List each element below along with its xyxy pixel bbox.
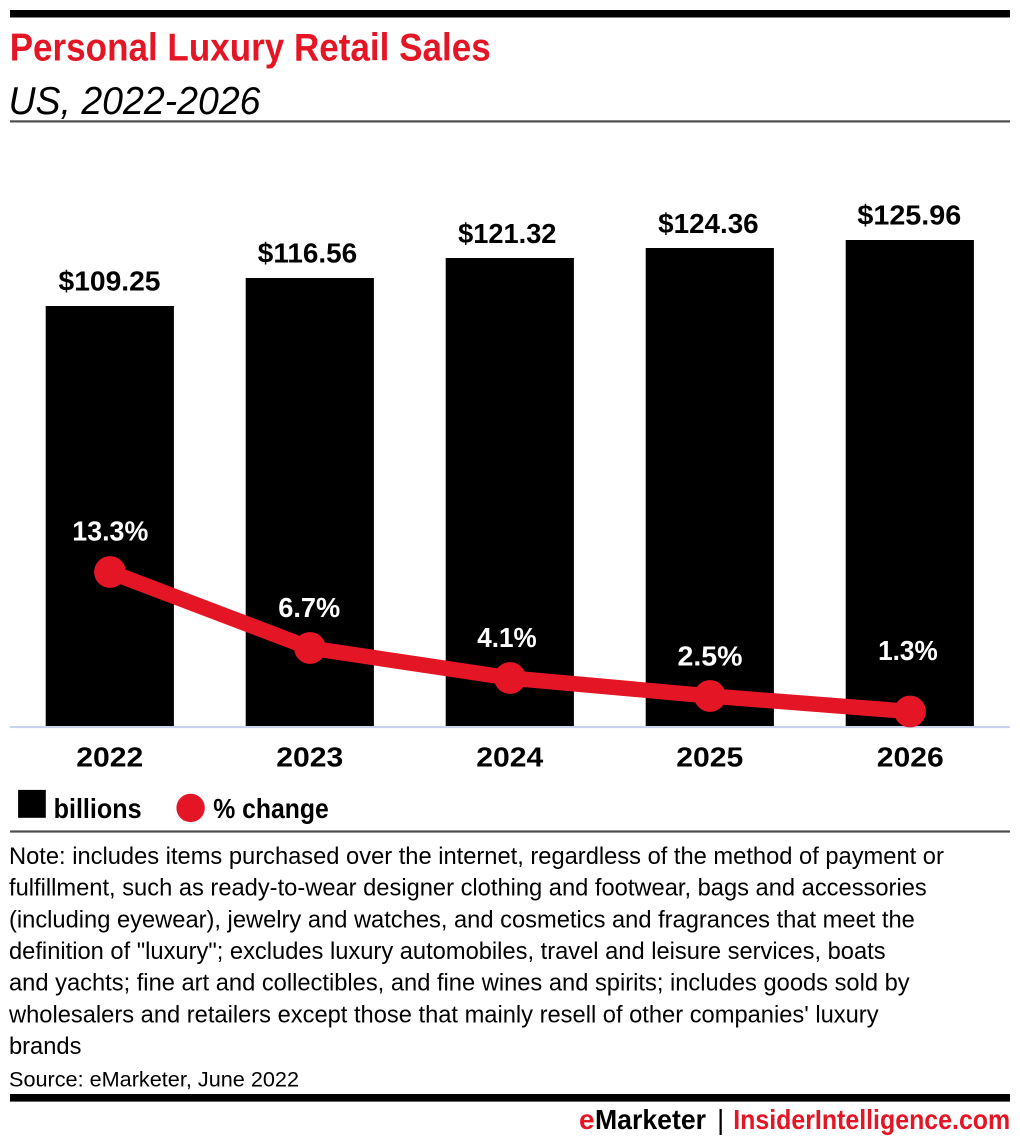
svg-text:InsiderIntelligence.com: InsiderIntelligence.com: [733, 1104, 1010, 1135]
svg-text:and yachts; fine art and colle: and yachts; fine art and collectibles, a…: [9, 971, 910, 997]
svg-text:1.3%: 1.3%: [878, 635, 938, 666]
svg-text:Personal Luxury Retail Sales: Personal Luxury Retail Sales: [10, 27, 491, 70]
svg-text:2025: 2025: [676, 741, 743, 772]
svg-text:2024: 2024: [476, 741, 543, 772]
svg-text:fulfillment, such as ready-to-: fulfillment, such as ready-to-wear desig…: [9, 876, 927, 902]
svg-text:(including eyewear), jewelry a: (including eyewear), jewelry and watches…: [9, 907, 915, 933]
svg-text:$109.25: $109.25: [59, 265, 161, 296]
svg-text:$116.56: $116.56: [258, 238, 357, 269]
svg-text:6.7%: 6.7%: [278, 592, 340, 623]
svg-text:US, 2022-2026: US, 2022-2026: [9, 80, 262, 123]
svg-text:$125.96: $125.96: [857, 200, 961, 231]
svg-text:definition of "luxury"; exclud: definition of "luxury"; excludes luxury …: [9, 939, 886, 965]
svg-text:2.5%: 2.5%: [678, 641, 743, 672]
svg-text:|: |: [717, 1104, 724, 1135]
svg-text:$124.36: $124.36: [658, 208, 759, 239]
svg-text:% change: % change: [213, 793, 328, 824]
svg-text:13.3%: 13.3%: [72, 515, 148, 546]
svg-text:Source: eMarketer, June 2022: Source: eMarketer, June 2022: [9, 1066, 299, 1091]
svg-text:$121.32: $121.32: [458, 218, 556, 249]
svg-text:2026: 2026: [877, 741, 944, 772]
svg-text:2023: 2023: [276, 741, 343, 772]
svg-text:billions: billions: [54, 793, 142, 824]
svg-text:brands: brands: [9, 1034, 81, 1060]
svg-text:wholesalers and retailers exce: wholesalers and retailers except those t…: [8, 1002, 879, 1028]
svg-text:e: e: [579, 1104, 595, 1135]
svg-text:Note: includes items purchased: Note: includes items purchased over the …: [9, 844, 944, 870]
svg-text:Marketer: Marketer: [595, 1104, 706, 1135]
svg-text:2022: 2022: [76, 741, 143, 772]
svg-text:4.1%: 4.1%: [477, 622, 536, 653]
